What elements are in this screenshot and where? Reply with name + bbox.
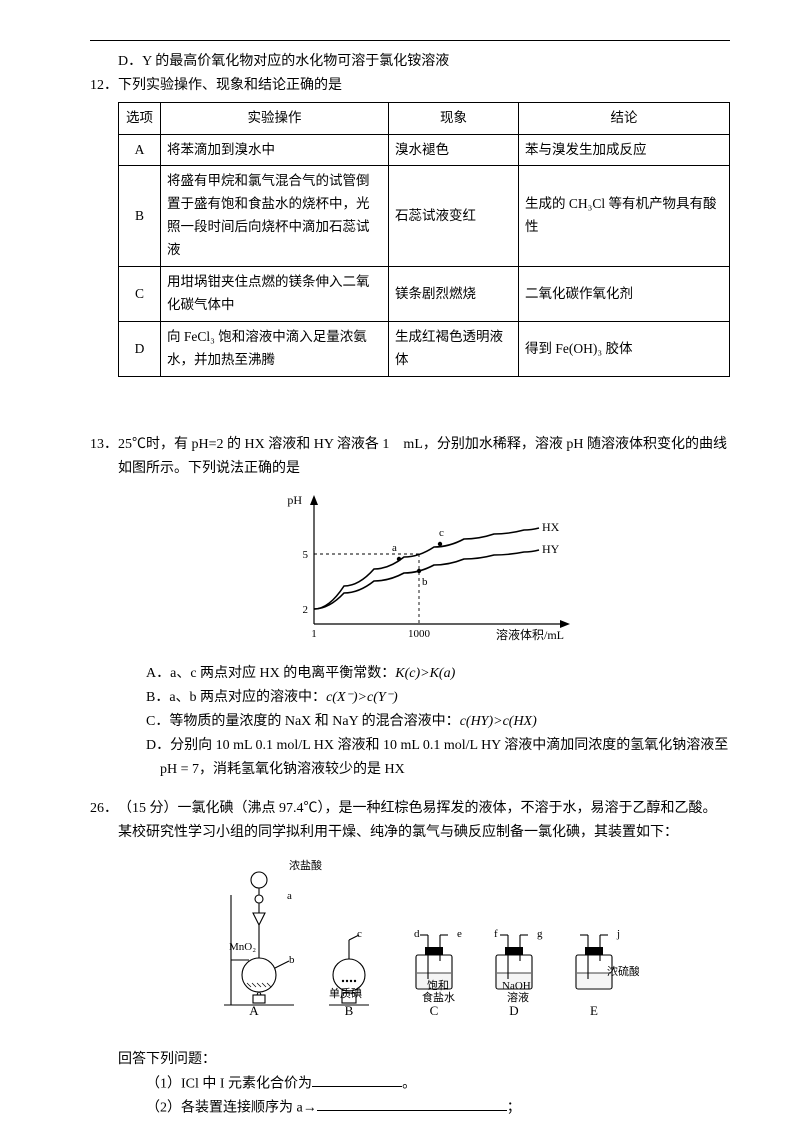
cell-ph: 溴水褪色: [389, 134, 519, 166]
q13-optC: C．等物质的量浓度的 NaX 和 NaY 的混合溶液中：c(HY)>c(HX): [118, 710, 730, 734]
q12-table: 选项 实验操作 现象 结论 A 将苯滴加到溴水中 溴水褪色 苯与溴发生加成反应 …: [118, 102, 730, 377]
q26-stem: （15 分）一氯化碘（沸点 97.4℃），是一种红棕色易挥发的液体，不溶于水，易…: [118, 797, 730, 845]
svg-text:溶液: 溶液: [507, 990, 529, 1004]
q26-q2-end: ；: [507, 1100, 521, 1115]
q26-q1-text: （1）ICl 中 I 元素化合价为: [146, 1076, 312, 1091]
svg-text:NaOH: NaOH: [502, 980, 531, 992]
svg-text:b: b: [422, 576, 428, 588]
q13: 13． 25℃时，有 pH=2 的 HX 溶液和 HY 溶液各 1 mL，分别加…: [90, 433, 730, 781]
table-row: A 将苯滴加到溴水中 溴水褪色 苯与溴发生加成反应: [119, 134, 730, 166]
svg-text:C: C: [430, 1003, 439, 1018]
q13-chart: pH 溶液体积/mL 2 5 1 1000 HX HY a b c: [264, 489, 584, 644]
blank-fill[interactable]: [317, 1096, 507, 1111]
svg-text:c: c: [439, 527, 444, 539]
svg-text:d: d: [414, 928, 420, 940]
q26-apparatus: A 浓盐酸 a MnO₂ b Bc 单质碘 Cd e 饱和食盐水 Df g NaOH溶液 Ej 浓硫酸: [209, 855, 639, 1025]
th-op: 实验操作: [161, 102, 389, 134]
blank-fill[interactable]: [312, 1072, 402, 1087]
option-d-line: D．Y 的最高价氧化物对应的水化物可溶于氯化铵溶液: [90, 50, 730, 74]
q26-q2: （2）各装置连接顺序为 a→ ；: [118, 1096, 730, 1120]
optC-pre: C．等物质的量浓度的 NaX 和 NaY 的混合溶液中：: [146, 714, 460, 729]
svg-text:HX: HX: [542, 520, 560, 534]
cell-ph: 生成红褐色透明液体: [389, 322, 519, 377]
cell-ph: 镁条剧烈燃烧: [389, 267, 519, 322]
svg-text:浓盐酸: 浓盐酸: [289, 858, 322, 872]
svg-text:1: 1: [311, 628, 317, 640]
svg-text:5: 5: [303, 549, 309, 561]
svg-text:MnO₂: MnO₂: [229, 941, 256, 953]
svg-text:单质碘: 单质碘: [329, 987, 362, 1000]
cell-op: 向 FeCl₃ 饱和溶液中滴入足量浓氨水，并加热至沸腾: [161, 322, 389, 377]
cell-opt: C: [119, 267, 161, 322]
table-row: D 向 FeCl₃ 饱和溶液中滴入足量浓氨水，并加热至沸腾 生成红褐色透明液体 …: [119, 322, 730, 377]
svg-text:a: a: [392, 542, 397, 554]
q13-optB: B．a、b 两点对应的溶液中：c(X⁻)>c(Y⁻): [118, 686, 730, 710]
q13-num: 13．: [90, 433, 118, 781]
svg-text:g: g: [537, 928, 543, 940]
svg-text:E: E: [590, 1003, 598, 1018]
q26: 26． （15 分）一氯化碘（沸点 97.4℃），是一种红棕色易挥发的液体，不溶…: [90, 797, 730, 1120]
q26-q1-end: 。: [402, 1076, 416, 1091]
optA-k: K(c)>K(a): [395, 666, 455, 681]
svg-text:c: c: [357, 928, 362, 940]
q26-q1: （1）ICl 中 I 元素化合价为 。: [118, 1072, 730, 1096]
q13-optA: A．a、c 两点对应 HX 的电离平衡常数：K(c)>K(a): [118, 662, 730, 686]
q26-sub: 回答下列问题：: [118, 1048, 730, 1072]
svg-text:2: 2: [303, 604, 309, 616]
q13-stem: 25℃时，有 pH=2 的 HX 溶液和 HY 溶液各 1 mL，分别加水稀释，…: [118, 433, 730, 481]
svg-text:D: D: [509, 1003, 518, 1018]
q12-stem: 下列实验操作、现象和结论正确的是: [118, 74, 730, 98]
cell-con: 苯与溴发生加成反应: [519, 134, 730, 166]
cell-opt: A: [119, 134, 161, 166]
table-row: C 用坩埚钳夹住点燃的镁条伸入二氧化碳气体中 镁条剧烈燃烧 二氧化碳作氧化剂: [119, 267, 730, 322]
q12-num: 12．: [90, 74, 118, 405]
cell-con: 得到 Fe(OH)₃ 胶体: [519, 322, 730, 377]
q26-num: 26．: [90, 797, 118, 1120]
th-ph: 现象: [389, 102, 519, 134]
svg-text:b: b: [289, 954, 295, 966]
svg-text:1000: 1000: [408, 628, 431, 640]
svg-text:a: a: [287, 890, 292, 902]
cell-op: 将盛有甲烷和氯气混合气的试管倒置于盛有饱和食盐水的烧杯中，光照一段时间后向烧杯中…: [161, 166, 389, 267]
svg-text:B: B: [345, 1003, 354, 1018]
th-opt: 选项: [119, 102, 161, 134]
cell-op: 将苯滴加到溴水中: [161, 134, 389, 166]
optB-pre: B．a、b 两点对应的溶液中：: [146, 690, 326, 705]
svg-text:pH: pH: [287, 493, 302, 507]
optB-c: c(X⁻)>c(Y⁻): [326, 690, 398, 705]
svg-text:饱和: 饱和: [427, 978, 449, 992]
svg-text:HY: HY: [542, 542, 560, 556]
optA-pre: A．a、c 两点对应 HX 的电离平衡常数：: [146, 666, 395, 681]
th-con: 结论: [519, 102, 730, 134]
table-row: B 将盛有甲烷和氯气混合气的试管倒置于盛有饱和食盐水的烧杯中，光照一段时间后向烧…: [119, 166, 730, 267]
cell-con: 生成的 CH₃Cl 等有机产物具有酸性: [519, 166, 730, 267]
svg-text:食盐水: 食盐水: [422, 990, 455, 1004]
svg-text:f: f: [494, 928, 498, 940]
q12: 12． 下列实验操作、现象和结论正确的是 选项 实验操作 现象 结论 A 将苯滴…: [90, 74, 730, 405]
cell-ph: 石蕊试液变红: [389, 166, 519, 267]
optC-c: c(HY)>c(HX): [460, 714, 537, 729]
cell-con: 二氧化碳作氧化剂: [519, 267, 730, 322]
svg-text:e: e: [457, 928, 462, 940]
svg-text:A: A: [249, 1003, 259, 1018]
q13-optD: D．分别向 10 mL 0.1 mol/L HX 溶液和 10 mL 0.1 m…: [118, 734, 730, 782]
cell-op: 用坩埚钳夹住点燃的镁条伸入二氧化碳气体中: [161, 267, 389, 322]
q26-q2-text: （2）各装置连接顺序为 a→: [146, 1100, 317, 1115]
svg-text:溶液体积/mL: 溶液体积/mL: [496, 627, 564, 642]
svg-text:浓硫酸: 浓硫酸: [607, 964, 639, 978]
cell-opt: B: [119, 166, 161, 267]
svg-text:j: j: [616, 928, 620, 940]
cell-opt: D: [119, 322, 161, 377]
